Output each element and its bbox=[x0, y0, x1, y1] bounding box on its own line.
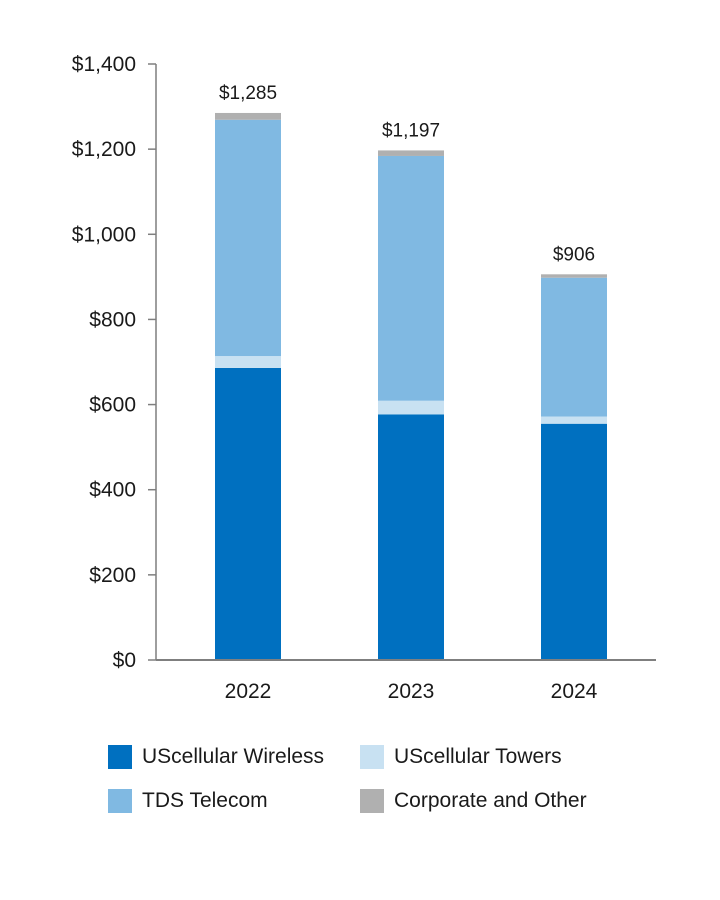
bar-uscellular-towers-2024 bbox=[541, 416, 607, 424]
legend-label-uscellular-towers: UScellular Towers bbox=[394, 745, 562, 768]
total-label-2023: $1,197 bbox=[382, 120, 440, 141]
x-axis-ticks: 2022 2023 2024 bbox=[225, 680, 598, 703]
legend-swatch-uscellular-wireless bbox=[108, 745, 132, 769]
legend-item-uscellular-wireless: UScellular Wireless bbox=[108, 745, 324, 769]
bar-uscellular-towers-2022 bbox=[215, 356, 281, 368]
legend-swatch-tds-telecom bbox=[108, 789, 132, 813]
legend-label-tds-telecom: TDS Telecom bbox=[142, 789, 268, 812]
axes bbox=[155, 64, 656, 661]
legend-swatch-corporate-and-other bbox=[360, 789, 384, 813]
y-tick-label: $600 bbox=[89, 394, 136, 417]
y-tick-label: $200 bbox=[89, 564, 136, 587]
x-tick-label: 2023 bbox=[388, 680, 435, 703]
y-axis-ticks: $0 $200 $400 $600 $800 $1,000 $1,200 $1,400 bbox=[72, 53, 156, 672]
bar-tds-telecom-2023 bbox=[378, 155, 444, 401]
legend-label-corporate-and-other: Corporate and Other bbox=[394, 789, 587, 812]
y-tick-label: $0 bbox=[113, 649, 136, 672]
legend-item-uscellular-towers: UScellular Towers bbox=[360, 745, 562, 769]
x-tick-label: 2022 bbox=[225, 680, 272, 703]
bar-corporate-and-other-2023 bbox=[378, 150, 444, 156]
bar-uscellular-wireless-2022 bbox=[215, 367, 281, 660]
legend-item-tds-telecom: TDS Telecom bbox=[108, 789, 268, 813]
bar-uscellular-wireless-2024 bbox=[541, 423, 607, 660]
total-label-2024: $906 bbox=[553, 244, 595, 265]
bar-stacks bbox=[215, 112, 607, 660]
y-tick-label: $400 bbox=[89, 479, 136, 502]
bar-corporate-and-other-2024 bbox=[541, 274, 607, 278]
total-labels: $1,285 $1,197 $906 bbox=[219, 83, 595, 265]
total-label-2022: $1,285 bbox=[219, 83, 277, 104]
bar-corporate-and-other-2022 bbox=[215, 112, 281, 120]
legend-item-corporate-and-other: Corporate and Other bbox=[360, 789, 587, 813]
bar-tds-telecom-2024 bbox=[541, 277, 607, 417]
y-tick-label: $1,400 bbox=[72, 53, 136, 76]
y-tick-label: $1,000 bbox=[72, 223, 136, 246]
x-tick-label: 2024 bbox=[551, 680, 598, 703]
bar-uscellular-wireless-2023 bbox=[378, 414, 444, 660]
y-tick-label: $800 bbox=[89, 308, 136, 331]
bar-uscellular-towers-2023 bbox=[378, 400, 444, 415]
y-tick-label: $1,200 bbox=[72, 138, 136, 161]
legend-label-uscellular-wireless: UScellular Wireless bbox=[142, 745, 325, 768]
bar-tds-telecom-2022 bbox=[215, 119, 281, 357]
legend-swatch-uscellular-towers bbox=[360, 745, 384, 769]
